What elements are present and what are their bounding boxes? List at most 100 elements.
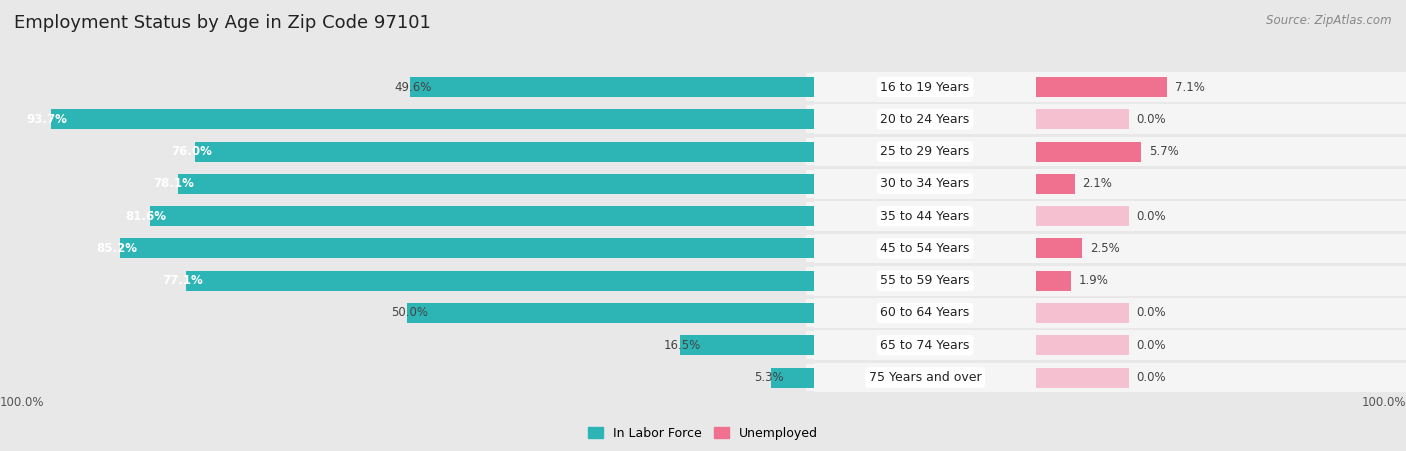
Text: 75 Years and over: 75 Years and over [869, 371, 981, 384]
Text: 16.5%: 16.5% [664, 339, 700, 352]
FancyBboxPatch shape [814, 170, 1036, 198]
Text: 25 to 29 Years: 25 to 29 Years [880, 145, 970, 158]
Bar [770, 368, 814, 387]
Text: 0.0%: 0.0% [1136, 371, 1166, 384]
Bar [1036, 142, 1142, 161]
FancyBboxPatch shape [814, 267, 1036, 295]
Bar [1036, 368, 1129, 387]
FancyBboxPatch shape [806, 331, 814, 359]
Text: 100.0%: 100.0% [0, 396, 45, 409]
Bar [121, 239, 814, 258]
Bar [1036, 206, 1129, 226]
FancyBboxPatch shape [1036, 138, 1054, 166]
Text: 78.1%: 78.1% [153, 177, 194, 190]
FancyBboxPatch shape [814, 138, 1036, 166]
Text: 7.1%: 7.1% [1175, 81, 1205, 93]
Bar [179, 174, 814, 194]
FancyBboxPatch shape [1036, 137, 1406, 166]
Text: 55 to 59 Years: 55 to 59 Years [880, 274, 970, 287]
Bar [187, 271, 814, 291]
FancyBboxPatch shape [1036, 202, 1054, 230]
FancyBboxPatch shape [814, 298, 1036, 328]
FancyBboxPatch shape [806, 202, 814, 230]
Bar [195, 142, 814, 161]
FancyBboxPatch shape [814, 201, 1036, 231]
Bar [411, 77, 814, 97]
Text: 77.1%: 77.1% [162, 274, 202, 287]
Text: 30 to 34 Years: 30 to 34 Years [880, 177, 970, 190]
Text: 45 to 54 Years: 45 to 54 Years [880, 242, 970, 255]
Text: 1.9%: 1.9% [1078, 274, 1108, 287]
Bar [1036, 271, 1071, 291]
FancyBboxPatch shape [806, 364, 814, 391]
Text: Employment Status by Age in Zip Code 97101: Employment Status by Age in Zip Code 971… [14, 14, 430, 32]
FancyBboxPatch shape [814, 72, 1036, 102]
FancyBboxPatch shape [814, 202, 1036, 230]
Bar [1036, 77, 1167, 97]
Bar [1036, 174, 1074, 194]
FancyBboxPatch shape [806, 106, 814, 133]
Bar [1036, 335, 1129, 355]
FancyBboxPatch shape [806, 170, 814, 198]
FancyBboxPatch shape [806, 299, 814, 327]
Text: 76.0%: 76.0% [170, 145, 212, 158]
Bar [679, 335, 814, 355]
Bar [1036, 239, 1083, 258]
Text: 35 to 44 Years: 35 to 44 Years [880, 210, 970, 223]
FancyBboxPatch shape [814, 235, 1036, 262]
Text: 65 to 74 Years: 65 to 74 Years [880, 339, 970, 352]
Bar [406, 303, 814, 323]
Bar [195, 142, 814, 161]
FancyBboxPatch shape [1036, 363, 1406, 392]
Bar [406, 303, 814, 323]
Bar [121, 239, 814, 258]
FancyBboxPatch shape [814, 169, 1036, 199]
Text: 5.3%: 5.3% [755, 371, 785, 384]
Bar [51, 109, 814, 129]
FancyBboxPatch shape [1036, 106, 1054, 133]
Bar [1036, 142, 1142, 161]
FancyBboxPatch shape [814, 331, 1036, 359]
Bar [1036, 303, 1129, 323]
FancyBboxPatch shape [1036, 73, 1054, 101]
FancyBboxPatch shape [1036, 299, 1054, 327]
Bar [1036, 239, 1083, 258]
FancyBboxPatch shape [1036, 201, 1406, 231]
Text: 2.1%: 2.1% [1083, 177, 1112, 190]
Bar [1036, 77, 1167, 97]
Bar [1036, 368, 1129, 387]
FancyBboxPatch shape [806, 73, 814, 101]
FancyBboxPatch shape [806, 267, 814, 295]
Text: 81.6%: 81.6% [125, 210, 166, 223]
FancyBboxPatch shape [1036, 266, 1406, 295]
FancyBboxPatch shape [1036, 169, 1406, 199]
Text: 85.2%: 85.2% [96, 242, 136, 255]
FancyBboxPatch shape [1036, 331, 1054, 359]
Text: 0.0%: 0.0% [1136, 113, 1166, 126]
FancyBboxPatch shape [814, 266, 1036, 295]
Bar [1036, 335, 1129, 355]
Text: 16 to 19 Years: 16 to 19 Years [880, 81, 970, 93]
Bar [1036, 109, 1129, 129]
Bar [679, 335, 814, 355]
FancyBboxPatch shape [814, 105, 1036, 134]
FancyBboxPatch shape [1036, 105, 1406, 134]
FancyBboxPatch shape [1036, 267, 1054, 295]
Text: 20 to 24 Years: 20 to 24 Years [880, 113, 970, 126]
Text: 2.5%: 2.5% [1090, 242, 1119, 255]
Bar [1036, 206, 1129, 226]
Text: 50.0%: 50.0% [391, 307, 427, 319]
FancyBboxPatch shape [814, 234, 1036, 263]
Text: 0.0%: 0.0% [1136, 307, 1166, 319]
FancyBboxPatch shape [1036, 235, 1054, 262]
Bar [1036, 303, 1129, 323]
FancyBboxPatch shape [1036, 364, 1054, 391]
Text: 0.0%: 0.0% [1136, 210, 1166, 223]
Bar [411, 77, 814, 97]
FancyBboxPatch shape [806, 138, 814, 166]
Bar [187, 271, 814, 291]
FancyBboxPatch shape [814, 137, 1036, 166]
Text: 49.6%: 49.6% [394, 81, 432, 93]
FancyBboxPatch shape [806, 235, 814, 262]
Bar [150, 206, 814, 226]
